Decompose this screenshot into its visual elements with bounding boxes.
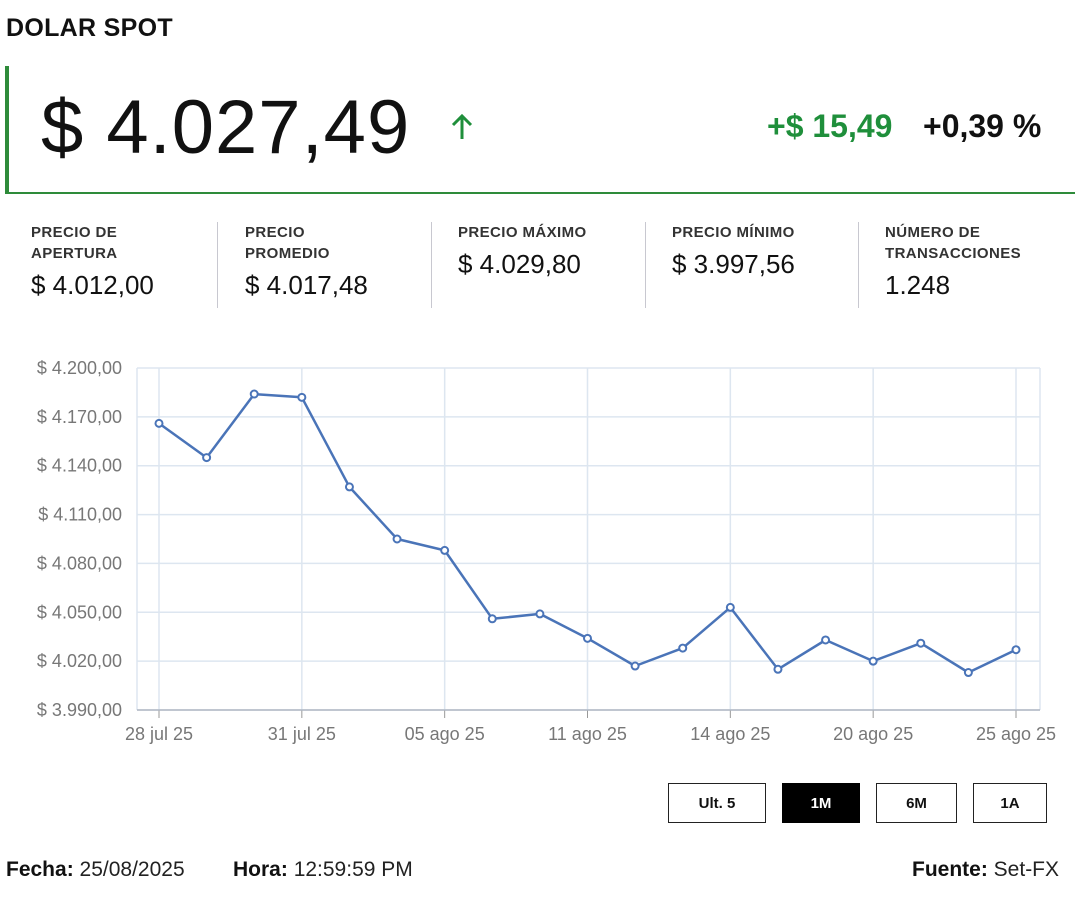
arrow-up-icon <box>451 113 473 139</box>
y-tick-label: $ 4.200,00 <box>37 358 122 378</box>
hora-label: Hora: <box>233 858 288 881</box>
data-point <box>154 418 164 428</box>
fecha-label: Fecha: <box>6 858 74 881</box>
x-tick-label: 05 ago 25 <box>405 724 485 744</box>
data-point <box>249 389 259 399</box>
fuente-label: Fuente: <box>912 858 988 881</box>
range-button-1a[interactable]: 1A <box>973 783 1047 823</box>
x-tick-label: 20 ago 25 <box>833 724 913 744</box>
stat-divider <box>858 222 859 308</box>
y-tick-label: $ 4.080,00 <box>37 553 122 573</box>
stat-max: PRECIO MÁXIMO $ 4.029,80 <box>458 222 638 308</box>
data-point <box>630 661 640 671</box>
x-tick-label: 28 jul 25 <box>125 724 193 744</box>
data-point <box>773 664 783 674</box>
data-point <box>868 656 878 666</box>
price-change-absolute: +$ 15,49 <box>767 108 893 144</box>
data-point <box>535 609 545 619</box>
range-button-6m[interactable]: 6M <box>876 783 957 823</box>
y-tick-label: $ 4.050,00 <box>37 602 122 622</box>
stat-label: NÚMERO DE TRANSACCIONES <box>885 224 1022 262</box>
data-point <box>392 534 402 544</box>
stat-min: PRECIO MÍNIMO $ 3.997,56 <box>672 222 852 308</box>
stat-divider <box>431 222 432 308</box>
y-tick-label: $ 4.020,00 <box>37 651 122 671</box>
data-point <box>678 643 688 653</box>
stat-value: 1.248 <box>885 270 951 300</box>
stat-transactions: NÚMERO DE TRANSACCIONES 1.248 <box>885 222 1045 308</box>
data-point <box>725 602 735 612</box>
y-tick-label: $ 3.990,00 <box>37 700 122 720</box>
data-point <box>202 453 212 463</box>
price-line-chart: $ 3.990,00 $ 4.020,00 $ 4.050,00 $ 4.080,00… <box>37 358 1056 744</box>
stat-value: $ 4.029,80 <box>458 249 581 279</box>
footer-source: Fuente: Set-FX <box>912 858 1059 882</box>
stat-divider <box>645 222 646 308</box>
x-tick-label: 31 jul 25 <box>268 724 336 744</box>
stat-opening: PRECIO DE APERTURA $ 4.012,00 <box>31 222 154 308</box>
fecha-value: 25/08/2025 <box>79 858 185 881</box>
x-tick-label: 11 ago 25 <box>548 724 627 744</box>
data-point <box>487 614 497 624</box>
footer-time: Hora: 12:59:59 PM <box>233 858 413 882</box>
x-tick-label: 25 ago 25 <box>976 724 1056 744</box>
data-point <box>583 633 592 643</box>
stat-average: PRECIO PROMEDIO $ 4.017,48 <box>245 222 368 308</box>
stat-label: PRECIO MÁXIMO <box>458 224 587 241</box>
data-point <box>916 638 926 648</box>
y-tick-label: $ 4.110,00 <box>38 505 122 525</box>
fuente-value: Set-FX <box>993 858 1060 881</box>
data-point <box>821 635 831 645</box>
stat-label: PRECIO MÍNIMO <box>672 224 795 241</box>
chart-grid <box>136 367 1041 711</box>
stat-value: $ 3.997,56 <box>672 249 795 279</box>
y-tick-label: $ 4.140,00 <box>37 456 122 476</box>
y-tick-label: $ 4.170,00 <box>37 407 122 427</box>
stat-label: PRECIO DE APERTURA <box>31 224 118 262</box>
chart-series <box>154 389 1021 678</box>
data-point <box>297 392 307 402</box>
footer-date: Fecha: 25/08/2025 <box>6 858 185 882</box>
current-price: $ 4.027,49 <box>41 85 411 170</box>
data-point <box>1011 645 1021 655</box>
price-change-percent: +0,39 % <box>923 108 1042 144</box>
stat-divider <box>217 222 218 308</box>
hora-value: 12:59:59 PM <box>293 858 413 881</box>
data-point <box>963 668 973 678</box>
stats-row: PRECIO DE APERTURA $ 4.012,00 PRECIO PRO… <box>0 222 1080 310</box>
stat-value: $ 4.017,48 <box>245 270 368 300</box>
stat-value: $ 4.012,00 <box>31 270 154 300</box>
range-button-ult5[interactable]: Ult. 5 <box>668 783 766 823</box>
chart-axes: $ 3.990,00 $ 4.020,00 $ 4.050,00 $ 4.080,00… <box>37 358 1056 744</box>
x-tick-label: 14 ago 25 <box>690 724 770 744</box>
price-panel: $ 4.027,49 +$ 15,49 +0,39 % <box>5 66 1075 194</box>
range-button-1m[interactable]: 1M <box>782 783 860 823</box>
page-title: DOLAR SPOT <box>6 14 173 42</box>
data-point <box>344 482 354 492</box>
stat-label: PRECIO PROMEDIO <box>245 224 330 262</box>
data-point <box>440 545 450 555</box>
